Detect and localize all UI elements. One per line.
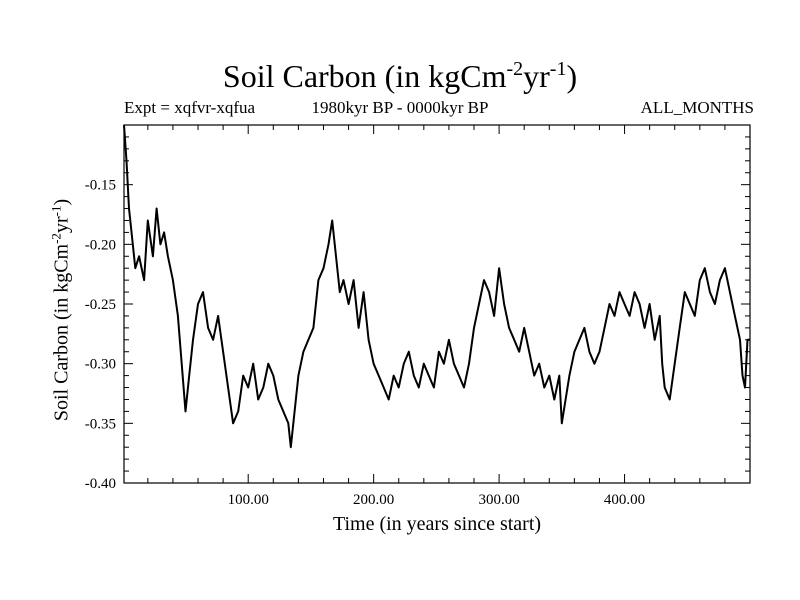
subtitle-center: 1980kyr BP - 0000kyr BP <box>311 98 489 117</box>
axis-tick-labels: 100.00 200.00 300.00 400.00 -0.40 -0.35 -0.30 -… <box>85 178 645 508</box>
plot-frame <box>123 124 751 484</box>
x-tick-label: 300.00 <box>478 492 519 508</box>
chart-title-mid: yr <box>523 58 550 94</box>
chart-title-exp1: -2 <box>506 58 524 80</box>
x-tick-label: 200.00 <box>353 492 394 508</box>
axis-ticks <box>124 125 750 484</box>
subtitle-right: ALL_MONTHS <box>640 98 754 117</box>
chart-title: Soil Carbon (in kgCm-2yr-1) <box>0 58 800 99</box>
x-tick-label: 400.00 <box>604 492 645 508</box>
y-tick-label: -0.15 <box>85 178 116 194</box>
x-axis-title: Time (in years since start) <box>333 513 541 535</box>
subtitle-left: Expt = xqfvr-xqfua <box>124 98 256 117</box>
y-tick-label: -0.40 <box>85 476 116 492</box>
y-tick-label: -0.25 <box>85 297 116 313</box>
y-tick-label: -0.35 <box>85 416 116 432</box>
x-tick-label: 100.00 <box>228 492 269 508</box>
chart-title-text: Soil Carbon (in kgCm <box>222 58 507 94</box>
chart-title-exp2: -1 <box>549 58 567 80</box>
y-tick-label: -0.30 <box>85 357 116 373</box>
series-line-soil-carbon <box>123 124 750 449</box>
y-tick-label: -0.20 <box>85 237 116 253</box>
chart-title-end: ) <box>566 58 578 94</box>
